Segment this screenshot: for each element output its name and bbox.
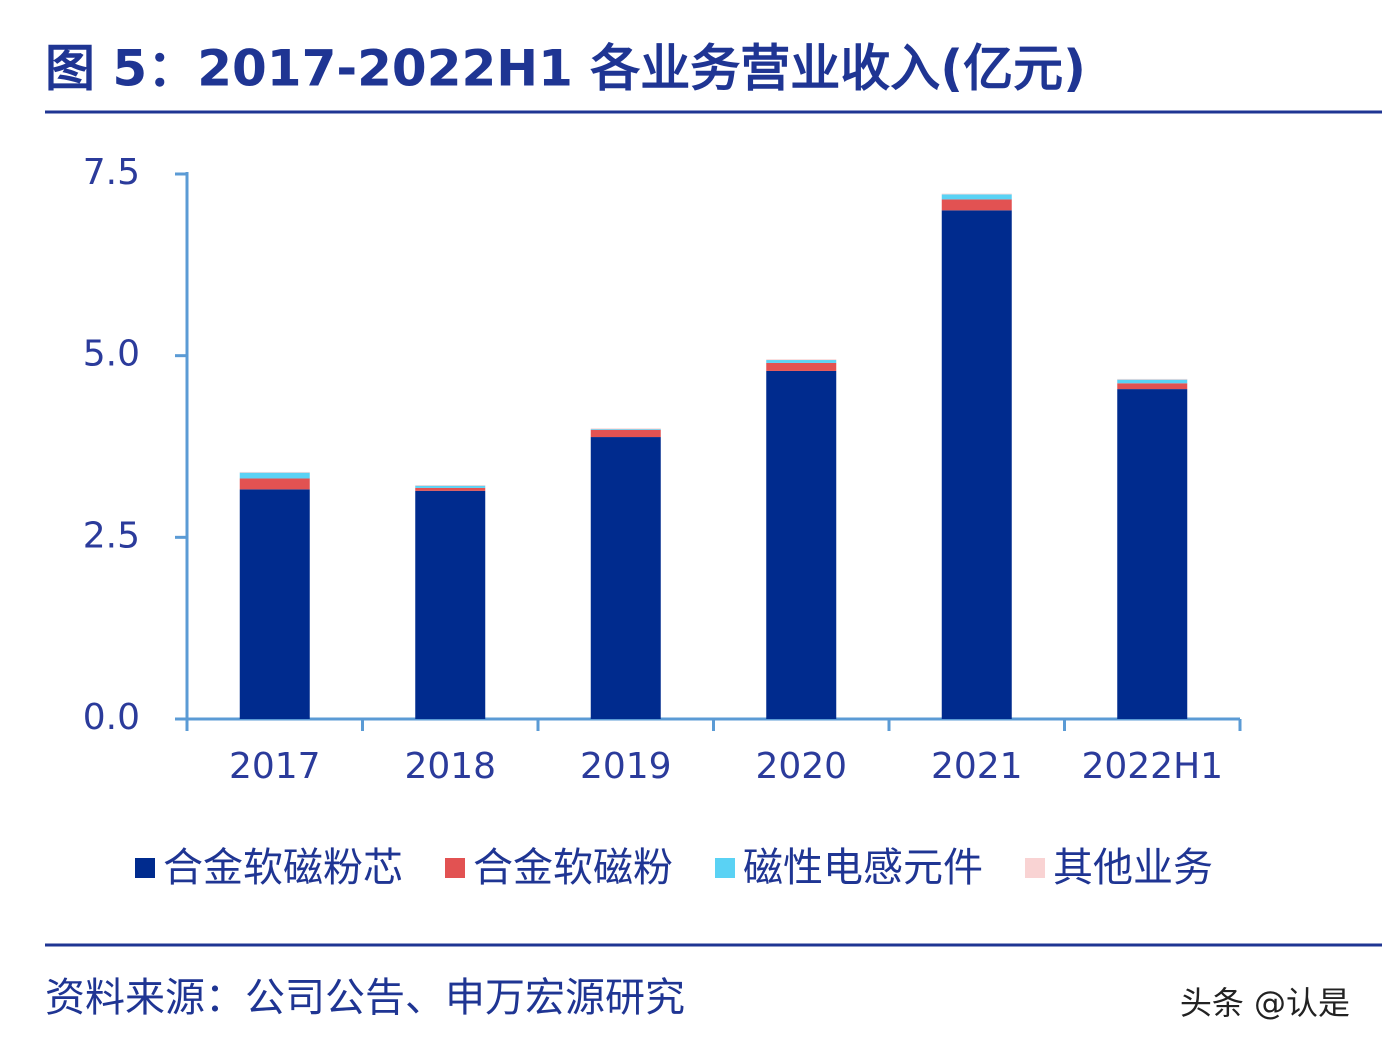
- x-tick-label: 2018: [404, 746, 496, 787]
- bar-segment: [766, 370, 837, 719]
- bar-segment: [941, 193, 1012, 195]
- bar-segment: [590, 437, 661, 719]
- bar-segment: [415, 490, 486, 719]
- chart-title: 图 5：2017-2022H1 各业务营业收入(亿元): [45, 40, 1086, 98]
- bar-segment: [239, 471, 310, 473]
- bar-segment: [239, 489, 310, 719]
- bar-segment: [941, 210, 1012, 720]
- bar-segment: [1117, 389, 1188, 719]
- watermark: 头条 @认是: [1180, 984, 1350, 1022]
- legend-label: 磁性电感元件: [743, 845, 983, 891]
- bar-segment: [590, 429, 661, 438]
- bar-segment: [941, 194, 1012, 200]
- x-tick-label: 2020: [755, 746, 847, 787]
- y-tick-label: 5.0: [83, 334, 140, 375]
- y-tick-label: 0.0: [83, 697, 140, 738]
- bar-segment: [766, 359, 837, 361]
- bar-segment: [1117, 379, 1188, 384]
- x-tick-label: 2019: [580, 746, 672, 787]
- x-tick-label: 2022H1: [1081, 746, 1223, 787]
- bar-segment: [415, 485, 486, 488]
- x-tick-label: 2017: [229, 746, 321, 787]
- bar-segment: [941, 199, 1012, 211]
- legend-label: 其他业务: [1053, 845, 1213, 891]
- bar-segment: [766, 362, 837, 371]
- bar-segment: [239, 472, 310, 479]
- legend-swatch: [1025, 858, 1045, 878]
- bar-segment: [766, 360, 837, 363]
- bar-segment: [239, 478, 310, 490]
- bar-segment: [1117, 378, 1188, 380]
- y-tick-label: 7.5: [83, 152, 140, 193]
- x-tick-label: 2021: [931, 746, 1023, 787]
- legend-label: 合金软磁粉芯: [163, 845, 403, 891]
- legend-label: 合金软磁粉: [473, 845, 673, 891]
- bar-segment: [1117, 383, 1188, 390]
- source-note: 资料来源：公司公告、申万宏源研究: [45, 975, 685, 1021]
- bar-segment: [415, 485, 486, 486]
- bar-segment: [590, 428, 661, 430]
- bar-segment: [415, 487, 486, 491]
- legend-swatch: [135, 858, 155, 878]
- y-tick-label: 2.5: [83, 515, 140, 556]
- legend-swatch: [715, 858, 735, 878]
- legend-swatch: [445, 858, 465, 878]
- bar-segment: [590, 429, 661, 430]
